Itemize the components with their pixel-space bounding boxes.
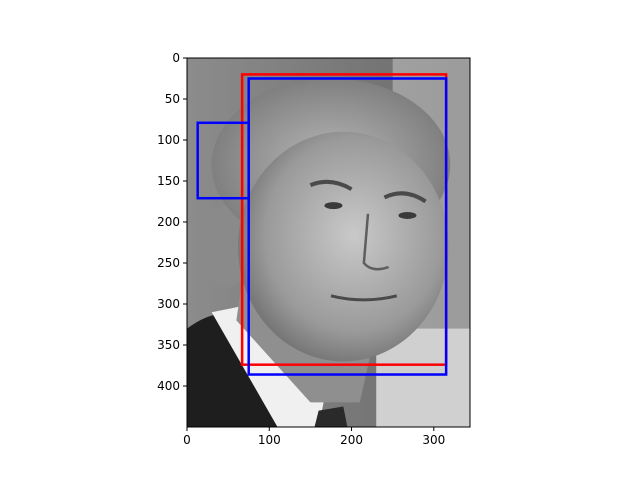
x-axis: 0 100 200 300: [183, 427, 445, 447]
y-tick-label: 200: [157, 215, 180, 229]
x-tick-label: 100: [258, 433, 281, 447]
axes-frame: [186, 57, 471, 428]
left-eyebrow-shape: [309, 179, 353, 191]
x-tick-label: 200: [340, 433, 363, 447]
y-axis: 0 50 100 150 200 250 300 350 400: [157, 51, 187, 393]
photo-image: [187, 58, 470, 427]
y-tick-label: 350: [157, 338, 180, 352]
y-tick-label: 250: [157, 256, 180, 270]
x-tick-label: 0: [183, 433, 191, 447]
right-eye-shape: [398, 211, 417, 219]
left-eye-shape: [324, 202, 343, 210]
y-tick-label: 100: [157, 133, 180, 147]
ear-shape: [201, 205, 252, 288]
face-shape: [238, 131, 449, 362]
bounding-box-2: [247, 77, 448, 376]
bounding-boxes: [196, 73, 448, 376]
y-tick-label: 0: [172, 51, 180, 65]
nose-shape: [362, 213, 389, 271]
y-tick-label: 150: [157, 174, 180, 188]
x-tick-label: 300: [422, 433, 445, 447]
mouth-shape: [330, 294, 398, 302]
tie-shape: [314, 406, 348, 427]
right-eyebrow-shape: [383, 191, 427, 204]
y-tick-label: 300: [157, 297, 180, 311]
y-tick-label: 400: [157, 379, 180, 393]
bounding-box-3: [196, 121, 250, 200]
y-tick-label: 50: [165, 92, 180, 106]
